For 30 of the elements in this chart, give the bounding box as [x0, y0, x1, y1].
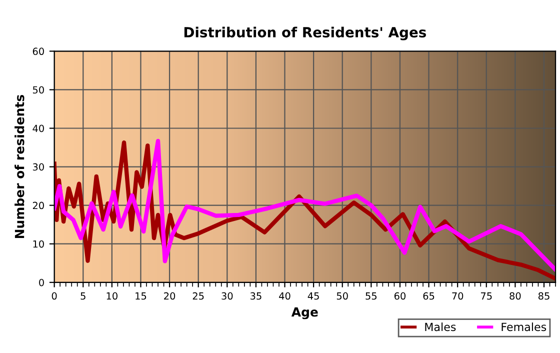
x-tick-label: 70 — [452, 292, 464, 300]
y-tick-label: 40 — [32, 124, 44, 132]
x-tick-label: 60 — [394, 292, 406, 300]
x-tick-label: 0 — [52, 292, 57, 300]
y-tick-label: 50 — [32, 86, 44, 94]
x-tick-label: 85 — [538, 292, 550, 300]
y-tick-label: 30 — [32, 163, 44, 171]
x-tick-label: 50 — [336, 292, 348, 300]
legend-label: Females — [502, 322, 546, 332]
x-tick-label: 45 — [308, 292, 319, 300]
x-axis-title: Age — [291, 307, 318, 320]
x-tick-label: 55 — [366, 292, 377, 300]
y-tick-label: 0 — [39, 278, 44, 286]
x-tick-label: 35 — [250, 292, 262, 300]
x-tick-label: 65 — [423, 292, 434, 300]
y-tick-label: 20 — [32, 202, 44, 210]
legend-label: Males — [425, 322, 456, 332]
x-tick-label: 75 — [481, 292, 492, 300]
x-tick-label: 10 — [106, 292, 118, 300]
x-tick-label: 25 — [192, 292, 204, 300]
x-tick-label: 40 — [279, 292, 290, 300]
y-axis-title: Number of residents — [14, 94, 24, 238]
x-tick-label: 20 — [164, 292, 176, 300]
x-tick-label: 80 — [510, 292, 521, 300]
x-tick-label: 5 — [80, 292, 86, 300]
chart-title: Distribution of Residents' Ages — [184, 26, 426, 40]
x-tick-label: 30 — [222, 292, 233, 300]
y-tick-label: 10 — [33, 240, 44, 248]
y-tick-label: 60 — [32, 48, 44, 56]
x-tick-label: 15 — [136, 292, 146, 300]
